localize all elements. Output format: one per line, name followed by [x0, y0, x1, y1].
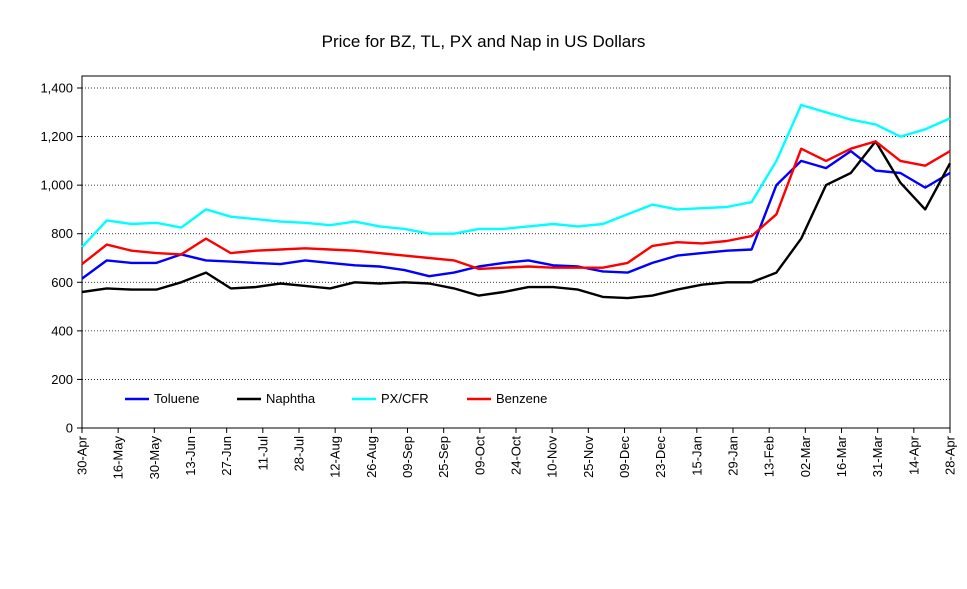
gridlines: [82, 87, 950, 380]
y-tick-label: 1,200: [40, 129, 73, 144]
x-tick-label: 25-Nov: [581, 436, 596, 478]
y-tick-label: 1,000: [40, 178, 73, 193]
x-tick-label: 12-Aug: [328, 436, 343, 478]
x-tick-label: 23-Dec: [653, 436, 668, 478]
series-line-benzene: [81, 140, 951, 271]
x-tick-label: 16-Mar: [834, 435, 849, 477]
series-lines: [81, 103, 952, 300]
y-tick-label: 200: [51, 372, 73, 387]
x-tick-label: 31-Mar: [870, 435, 885, 477]
legend-label-benzene: Benzene: [496, 391, 547, 406]
y-tick-label: 600: [51, 275, 73, 290]
x-tick-label: 09-Oct: [472, 436, 487, 475]
x-tick-label: 28-Apr: [943, 435, 958, 475]
x-tick-label: 29-Jan: [726, 436, 741, 476]
x-tick-label: 25-Sep: [436, 436, 451, 478]
y-tick-label: 1,400: [40, 81, 73, 96]
y-tick-label: 800: [51, 226, 73, 241]
y-axis: 0 200 400 600 800 1,000 1,200 1,400: [40, 81, 82, 436]
legend-label-naphtha: Naphtha: [266, 391, 316, 406]
x-tick-label: 13-Jun: [183, 436, 198, 476]
x-tick-label: 16-May: [111, 436, 126, 480]
x-tick-label: 11-Jul: [255, 436, 270, 471]
y-tick-label: 400: [51, 323, 73, 338]
x-tick-label: 26-Aug: [364, 436, 379, 478]
series-line-naphtha: [81, 140, 952, 300]
x-tick-label: 30-Apr: [75, 435, 90, 475]
legend: Toluene Naphtha PX/CFR Benzene: [125, 391, 547, 406]
x-tick-label: 09-Dec: [617, 436, 632, 478]
chart-title: Price for BZ, TL, PX and Nap in US Dolla…: [321, 32, 646, 51]
x-tick-label: 09-Sep: [400, 436, 415, 478]
x-axis: 30-Apr 16-May 30-May 13-Jun 27-Jun 11-Jul 28-J…: [75, 428, 958, 479]
x-tick-label: 30-May: [147, 436, 162, 480]
y-tick-label: 0: [66, 421, 73, 436]
x-tick-label: 15-Jan: [689, 436, 704, 476]
x-tick-label: 14-Apr: [906, 435, 921, 475]
plot-area: [81, 75, 951, 429]
legend-label-toluene: Toluene: [154, 391, 200, 406]
x-tick-label: 13-Feb: [762, 436, 777, 477]
x-tick-label: 27-Jun: [219, 436, 234, 476]
x-tick-label: 10-Nov: [545, 436, 560, 478]
x-tick-label: 28-Jul: [292, 436, 307, 472]
legend-label-px-cfr: PX/CFR: [381, 391, 429, 406]
x-tick-label: 24-Oct: [509, 436, 524, 475]
series-line-toluene: [81, 149, 951, 280]
x-tick-label: 02-Mar: [798, 435, 813, 477]
series-line-px-cfr: [81, 103, 951, 248]
